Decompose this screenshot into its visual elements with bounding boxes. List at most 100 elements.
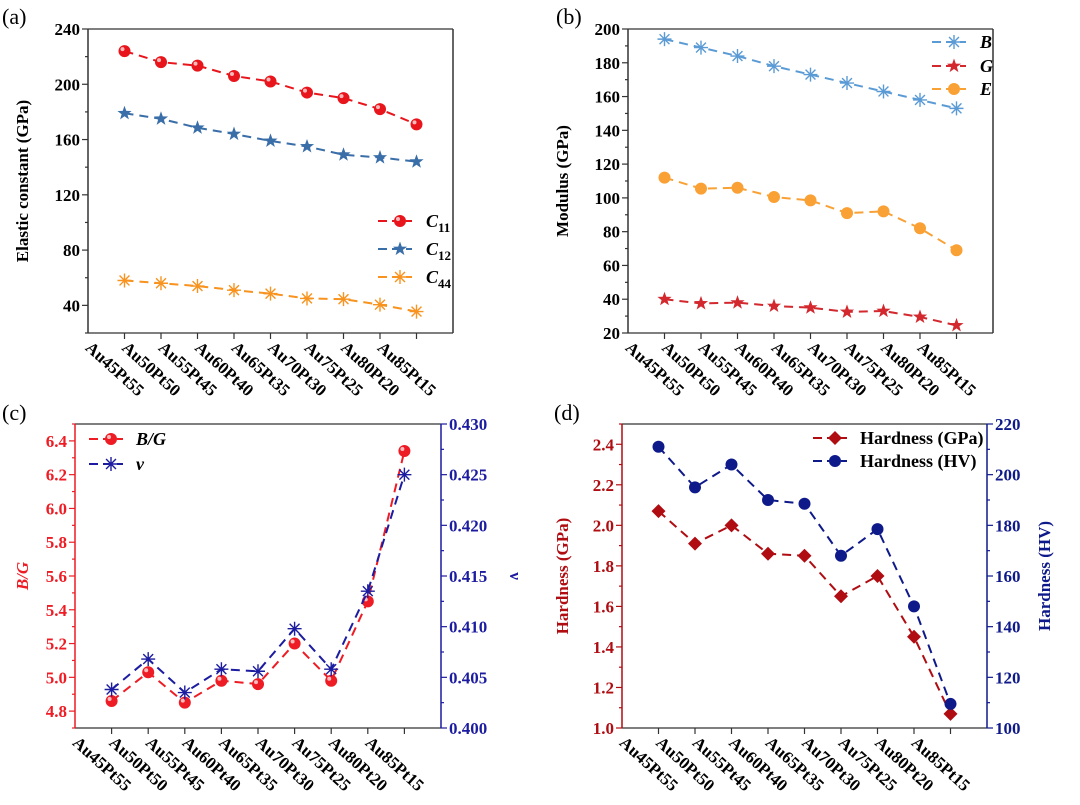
data-point-marker <box>153 111 169 125</box>
data-point-marker <box>141 652 156 667</box>
data-point-marker <box>252 678 264 691</box>
legend-marker <box>105 433 117 445</box>
series-c12 <box>117 105 424 168</box>
data-point-marker <box>840 76 854 91</box>
legend-label-sub: 12 <box>438 248 451 263</box>
series-line <box>110 474 406 694</box>
data-point-marker-highlight <box>157 58 161 63</box>
data-point-marker <box>263 133 278 147</box>
y-tick-label: 60 <box>603 256 620 275</box>
legend-label: C12 <box>426 239 451 263</box>
legend-marker <box>393 270 407 284</box>
legend-entry: Hardness (HV) <box>813 451 977 472</box>
data-point-marker <box>299 139 315 153</box>
data-point-marker <box>870 569 885 583</box>
data-point-marker-highlight <box>412 120 417 125</box>
y-tick-label: 6.4 <box>46 432 68 451</box>
y-axis-title: Elastic constant (GPa) <box>13 100 32 262</box>
y-tick-label: 1.0 <box>593 719 614 738</box>
series-e <box>658 171 963 257</box>
data-point-marker <box>287 621 302 636</box>
legend-entry: B/G <box>89 429 166 449</box>
series-c11 <box>118 45 423 131</box>
y2-tick-label: 0.425 <box>449 466 487 485</box>
y-tick-label: 200 <box>595 20 621 39</box>
data-point-marker-highlight <box>120 47 125 52</box>
series-line <box>664 298 957 327</box>
data-point-marker <box>117 105 132 120</box>
data-point-marker <box>839 304 855 318</box>
data-point-marker <box>657 291 672 306</box>
series-g <box>657 291 964 332</box>
y-tick-label: 20 <box>603 324 620 343</box>
data-point-marker <box>652 440 665 453</box>
data-point-marker-highlight <box>266 77 271 82</box>
y-tick-label: 5.8 <box>46 533 67 552</box>
data-point-marker <box>731 181 744 194</box>
data-point-marker <box>834 589 848 604</box>
legend-label-main: C <box>426 211 439 231</box>
legend-label: B <box>979 32 992 52</box>
data-point-marker <box>360 584 375 599</box>
legend-label-sub: 44 <box>438 276 452 291</box>
y-tick-label: 80 <box>603 223 620 242</box>
data-point-marker <box>730 49 745 64</box>
data-point-marker <box>251 664 265 679</box>
legend-label: B/G <box>135 429 166 449</box>
data-point-marker-highlight <box>193 61 198 66</box>
y-tick-label: 5.2 <box>46 635 67 654</box>
legend-marker <box>392 241 408 256</box>
data-point-marker <box>214 662 229 677</box>
data-point-marker <box>336 292 351 307</box>
y2-tick-label: 120 <box>995 668 1021 687</box>
data-point-marker <box>154 276 168 291</box>
y-tick-label: 140 <box>595 121 621 140</box>
data-point-marker <box>409 304 424 319</box>
legend-label: E <box>979 79 992 99</box>
y2-tick-label: 0.420 <box>449 516 487 535</box>
data-point-marker <box>768 191 780 204</box>
data-point-marker-highlight <box>303 88 307 93</box>
data-point-marker <box>228 69 240 82</box>
series-line <box>657 510 952 715</box>
data-point-marker <box>374 103 386 116</box>
legend-marker-highlight <box>107 435 111 439</box>
legend-label: C11 <box>426 211 450 235</box>
y-tick-label: 5.6 <box>46 567 67 586</box>
series-- <box>104 467 412 700</box>
data-point-marker <box>944 697 957 710</box>
legend-marker <box>946 58 962 73</box>
data-point-marker <box>693 295 709 310</box>
legend-marker <box>828 431 842 445</box>
data-point-marker <box>835 549 847 562</box>
data-point-marker <box>105 694 118 707</box>
legend-label-main: C <box>426 267 439 287</box>
data-point-marker <box>658 171 671 184</box>
y2-tick-label: 140 <box>995 618 1021 637</box>
data-point-marker <box>949 317 964 332</box>
data-point-marker <box>943 706 958 721</box>
data-point-marker <box>264 75 277 88</box>
data-point-marker <box>397 467 412 482</box>
y-tick-label: 180 <box>595 54 621 73</box>
panel-a: (a)4080120160200240Au45Pt55Au50Pt50Au55P… <box>2 4 454 400</box>
y-tick-label: 1.8 <box>593 557 614 576</box>
data-point-marker <box>301 86 313 99</box>
data-point-marker <box>695 182 707 195</box>
data-point-marker <box>337 92 350 105</box>
data-point-marker <box>398 445 411 458</box>
data-point-marker <box>913 92 927 107</box>
panel-d: (d) 1.0 1.2 1.4 1.6 1.8 2.0 2.2 2.4 100 120 140 160 1… <box>553 400 1054 795</box>
data-point-marker <box>190 120 205 134</box>
data-point-marker <box>227 283 241 298</box>
y2-tick-label: 0.405 <box>449 668 487 687</box>
data-point-marker <box>651 504 666 519</box>
series-line <box>124 50 417 126</box>
y-tick-label: 1.6 <box>593 597 614 616</box>
data-point-marker <box>155 56 167 69</box>
y-tick-label: 1.4 <box>593 638 615 657</box>
y-axis-title: Hardness (GPa) <box>553 518 572 635</box>
data-point-marker <box>766 298 782 312</box>
data-point-marker <box>177 685 192 700</box>
data-point-marker <box>118 45 131 58</box>
